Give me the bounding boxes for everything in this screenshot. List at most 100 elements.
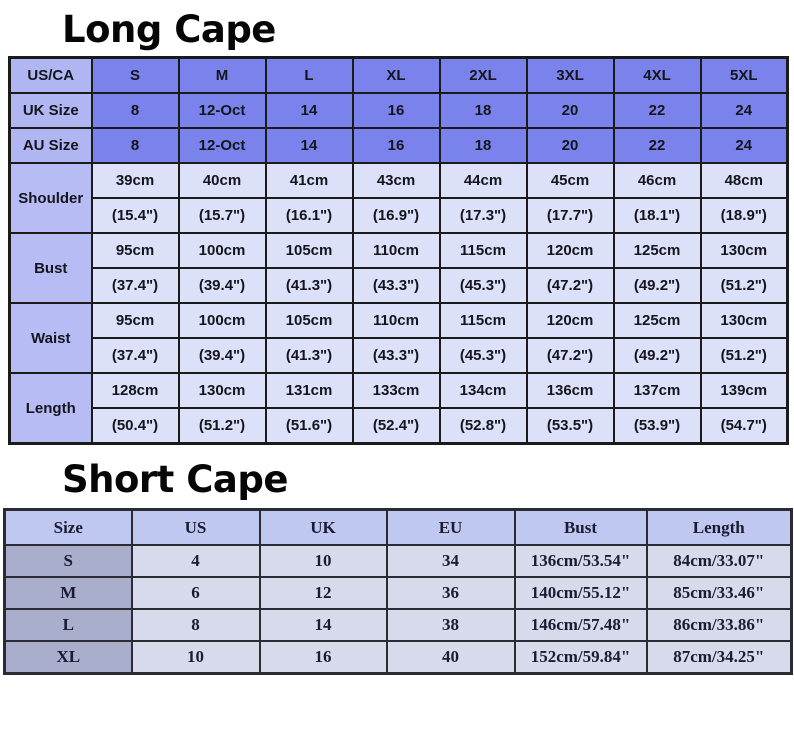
short-cape-column-header: Bust <box>513 508 648 546</box>
long-cape-inch-cell: (51.6") <box>264 407 354 445</box>
table-row: (50.4") (51.2") (51.6") (52.4") (52.8") (53.5… <box>10 407 789 445</box>
short-cape-cell: 38 <box>385 608 516 642</box>
short-cape-cell: 14 <box>258 608 388 642</box>
long-cape-cm-cell: 48cm <box>699 162 789 199</box>
long-cape-cm-cell: 100cm <box>177 302 267 339</box>
long-cape-size-cell: 22 <box>612 127 702 164</box>
short-cape-row-header: S <box>3 544 133 578</box>
long-cape-cm-cell: 95cm <box>90 232 180 269</box>
short-cape-row-header: XL <box>3 640 133 675</box>
short-cape-cell: 6 <box>130 576 261 610</box>
long-cape-inch-cell: (47.2") <box>525 337 615 374</box>
long-cape-cm-cell: 128cm <box>90 372 180 409</box>
long-cape-inch-cell: (51.2") <box>699 337 789 374</box>
long-cape-size-cell: 8 <box>90 127 180 164</box>
long-cape-inch-cell: (18.9") <box>699 197 789 234</box>
long-cape-size-cell: L <box>264 56 354 94</box>
long-cape-size-cell: S <box>90 56 180 94</box>
long-cape-table: US/CA S M L XL 2XL 3XL 4XL 5XL UK Size 8 12-Oct 14 16… <box>8 56 789 445</box>
short-cape-table: Size US UK EU Bust Length S 4 10 34 136cm/53.54" 84… <box>3 508 793 675</box>
long-cape-inch-cell: (50.4") <box>90 407 180 445</box>
long-cape-cm-cell: 110cm <box>351 232 441 269</box>
long-cape-cm-cell: 44cm <box>438 162 528 199</box>
long-cape-size-cell: 20 <box>525 127 615 164</box>
long-cape-inch-cell: (37.4") <box>90 267 180 304</box>
long-cape-size-cell: 14 <box>264 92 354 129</box>
short-cape-column-header: EU <box>385 508 516 546</box>
table-row: (15.4") (15.7") (16.1") (16.9") (17.3") (17.7… <box>10 197 789 234</box>
table-row: Bust 95cm 100cm 105cm 110cm 115cm 120cm 125cm 13… <box>8 232 789 304</box>
table-row: M 6 12 36 140cm/55.12" 85cm/33.46" <box>3 576 793 610</box>
long-cape-inch-cell: (41.3") <box>264 337 354 374</box>
long-cape-cm-cell: 110cm <box>351 302 441 339</box>
long-cape-size-cell: 20 <box>525 92 615 129</box>
long-cape-size-cell: 16 <box>351 92 441 129</box>
table-row: AU Size 8 12-Oct 14 16 18 20 22 24 <box>8 127 789 164</box>
long-cape-inch-cell: (16.1") <box>264 197 354 234</box>
long-cape-inch-cell: (51.2") <box>699 267 789 304</box>
long-cape-inch-cell: (39.4") <box>177 267 267 304</box>
long-cape-size-cell: 24 <box>699 92 789 129</box>
short-cape-column-header: Size <box>3 508 133 546</box>
long-cape-size-cell: 24 <box>699 127 789 164</box>
table-row: (37.4") (39.4") (41.3") (43.3") (45.3") (47.2… <box>10 267 789 304</box>
long-cape-cm-cell: 43cm <box>351 162 441 199</box>
long-cape-cm-cell: 130cm <box>699 302 789 339</box>
short-cape-cell: 34 <box>385 544 516 578</box>
short-cape-cell: 136cm/53.54" <box>513 544 648 578</box>
long-cape-cm-cell: 100cm <box>177 232 267 269</box>
long-cape-size-cell: 4XL <box>612 56 702 94</box>
long-cape-row-header: Waist <box>8 302 93 374</box>
long-cape-cm-cell: 125cm <box>612 232 702 269</box>
short-cape-row-header: L <box>3 608 133 642</box>
long-cape-inch-cell: (15.4") <box>90 197 180 234</box>
long-cape-row-header: AU Size <box>8 127 93 164</box>
long-cape-size-cell: 14 <box>264 127 354 164</box>
long-cape-inch-cell: (17.3") <box>438 197 528 234</box>
short-cape-cell: 16 <box>258 640 388 675</box>
long-cape-inch-cell: (52.4") <box>351 407 441 445</box>
long-cape-size-cell: 12-Oct <box>177 92 267 129</box>
table-row: S 4 10 34 136cm/53.54" 84cm/33.07" <box>3 544 793 578</box>
long-cape-inch-cell: (15.7") <box>177 197 267 234</box>
short-cape-table-body: Size US UK EU Bust Length S 4 10 34 136cm/53.54" 84… <box>3 508 793 675</box>
long-cape-inch-cell: (17.7") <box>525 197 615 234</box>
table-row: UK Size 8 12-Oct 14 16 18 20 22 24 <box>8 92 789 129</box>
short-cape-cell: 87cm/34.25" <box>645 640 793 675</box>
short-cape-cell: 10 <box>258 544 388 578</box>
short-cape-cell: 10 <box>130 640 261 675</box>
long-cape-size-cell: 16 <box>351 127 441 164</box>
long-cape-cm-cell: 115cm <box>438 232 528 269</box>
short-cape-title: Short Cape <box>62 458 288 501</box>
long-cape-size-cell: 12-Oct <box>177 127 267 164</box>
long-cape-inch-cell: (37.4") <box>90 337 180 374</box>
long-cape-inch-cell: (51.2") <box>177 407 267 445</box>
long-cape-cm-cell: 136cm <box>525 372 615 409</box>
short-cape-cell: 12 <box>258 576 388 610</box>
long-cape-size-cell: M <box>177 56 267 94</box>
long-cape-inch-cell: (49.2") <box>612 267 702 304</box>
long-cape-row-header: Shoulder <box>8 162 93 234</box>
long-cape-cm-cell: 120cm <box>525 302 615 339</box>
long-cape-cm-cell: 40cm <box>177 162 267 199</box>
long-cape-cm-cell: 139cm <box>699 372 789 409</box>
long-cape-cm-cell: 41cm <box>264 162 354 199</box>
long-cape-cm-cell: 130cm <box>177 372 267 409</box>
short-cape-column-header: UK <box>258 508 388 546</box>
long-cape-cm-cell: 46cm <box>612 162 702 199</box>
long-cape-size-cell: 5XL <box>699 56 789 94</box>
long-cape-cm-cell: 131cm <box>264 372 354 409</box>
short-cape-cell: 86cm/33.86" <box>645 608 793 642</box>
long-cape-cm-cell: 137cm <box>612 372 702 409</box>
table-row: XL 10 16 40 152cm/59.84" 87cm/34.25" <box>3 640 793 675</box>
long-cape-inch-cell: (41.3") <box>264 267 354 304</box>
long-cape-inch-cell: (43.3") <box>351 337 441 374</box>
long-cape-inch-cell: (43.3") <box>351 267 441 304</box>
table-row: (37.4") (39.4") (41.3") (43.3") (45.3") (47.2… <box>10 337 789 374</box>
table-row: L 8 14 38 146cm/57.48" 86cm/33.86" <box>3 608 793 642</box>
long-cape-row-header: Bust <box>8 232 93 304</box>
long-cape-inch-cell: (16.9") <box>351 197 441 234</box>
long-cape-inch-cell: (18.1") <box>612 197 702 234</box>
short-cape-cell: 4 <box>130 544 261 578</box>
long-cape-cm-cell: 125cm <box>612 302 702 339</box>
